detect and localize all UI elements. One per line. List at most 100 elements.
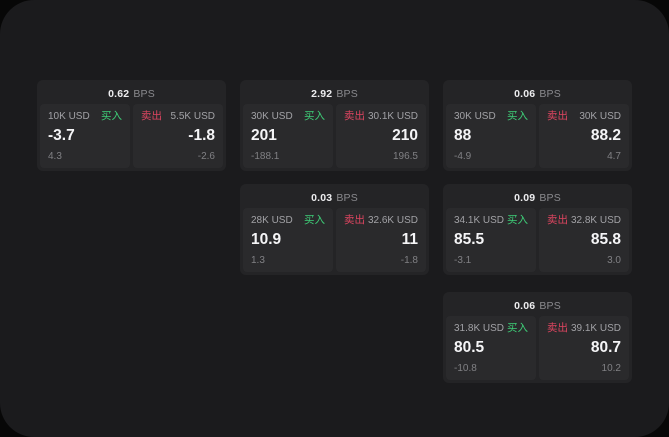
sell-amount: 30K USD	[579, 111, 621, 122]
quote-card[interactable]: 0.03 BPS 28K USD 买入 10.9 1.3 卖出 32.6K US…	[240, 184, 429, 275]
sell-delta: 3.0	[607, 255, 621, 266]
sell-top-row: 卖出 39.1K USD	[547, 322, 621, 335]
bps-unit-label: BPS	[539, 299, 561, 312]
buy-top-row: 28K USD 买入	[251, 214, 325, 227]
bps-value: 0.06	[514, 299, 536, 312]
buy-top-row: 10K USD 买入	[48, 110, 122, 123]
sell-label: 卖出	[344, 110, 365, 122]
card-header: 0.06 BPS	[446, 83, 629, 104]
bps-unit-label: BPS	[539, 87, 561, 100]
buy-amount: 34.1K USD	[454, 215, 505, 226]
bps-unit-label: BPS	[336, 191, 358, 204]
sell-top-row: 卖出 32.6K USD	[344, 214, 418, 227]
buy-delta: -4.9	[454, 151, 472, 162]
sell-price: 85.8	[590, 230, 621, 248]
buy-price: 85.5	[454, 230, 485, 248]
card-body: 28K USD 买入 10.9 1.3 卖出 32.6K USD 11 -1.8	[243, 208, 426, 272]
quote-card[interactable]: 0.09 BPS 34.1K USD 买入 85.5 -3.1 卖出 32.8K…	[443, 184, 632, 275]
bps-unit-label: BPS	[133, 87, 155, 100]
sell-delta: 196.5	[392, 151, 418, 162]
sell-label: 卖出	[547, 322, 568, 334]
card-header: 0.09 BPS	[446, 187, 629, 208]
quote-card[interactable]: 0.06 BPS 31.8K USD 买入 80.5 -10.8 卖出 39.1…	[443, 292, 632, 383]
sell-price: -1.8	[188, 126, 215, 144]
buy-price: 88	[454, 126, 472, 144]
buy-label: 买入	[507, 322, 528, 334]
buy-amount: 28K USD	[251, 215, 293, 226]
card-body: 10K USD 买入 -3.7 4.3 卖出 5.5K USD -1.8 -2.…	[40, 104, 223, 168]
sell-delta: 4.7	[607, 151, 621, 162]
card-body: 31.8K USD 买入 80.5 -10.8 卖出 39.1K USD 80.…	[446, 316, 629, 380]
sell-price: 11	[401, 230, 418, 248]
sell-label: 卖出	[547, 214, 568, 226]
buy-delta: -188.1	[251, 151, 280, 162]
sell-price: 80.7	[590, 338, 621, 356]
sell-panel[interactable]: 卖出 30K USD 88.2 4.7	[539, 104, 629, 168]
buy-price: 10.9	[251, 230, 282, 248]
quote-card[interactable]: 2.92 BPS 30K USD 买入 201 -188.1 卖出 30.1K …	[240, 80, 429, 171]
card-body: 34.1K USD 买入 85.5 -3.1 卖出 32.8K USD 85.8…	[446, 208, 629, 272]
sell-top-row: 卖出 30K USD	[547, 110, 621, 123]
buy-label: 买入	[304, 110, 325, 122]
bps-unit-label: BPS	[336, 87, 358, 100]
bps-value: 0.09	[514, 191, 536, 204]
sell-panel[interactable]: 卖出 5.5K USD -1.8 -2.6	[133, 104, 223, 168]
quote-card[interactable]: 0.06 BPS 30K USD 买入 88 -4.9 卖出 30K USD 8…	[443, 80, 632, 171]
buy-top-row: 30K USD 买入	[251, 110, 325, 123]
bps-value: 2.92	[311, 87, 333, 100]
buy-panel[interactable]: 30K USD 买入 201 -188.1	[243, 104, 333, 168]
buy-price: 80.5	[454, 338, 485, 356]
buy-panel[interactable]: 31.8K USD 买入 80.5 -10.8	[446, 316, 536, 380]
sell-amount: 32.6K USD	[367, 215, 418, 226]
sell-delta: -2.6	[197, 151, 215, 162]
sell-panel[interactable]: 卖出 30.1K USD 210 196.5	[336, 104, 426, 168]
quote-card[interactable]: 0.62 BPS 10K USD 买入 -3.7 4.3 卖出 5.5K USD…	[37, 80, 226, 171]
buy-panel[interactable]: 30K USD 买入 88 -4.9	[446, 104, 536, 168]
card-body: 30K USD 买入 201 -188.1 卖出 30.1K USD 210 1…	[243, 104, 426, 168]
bps-unit-label: BPS	[539, 191, 561, 204]
buy-amount: 10K USD	[48, 111, 90, 122]
buy-delta: 4.3	[48, 151, 62, 162]
card-header: 0.03 BPS	[243, 187, 426, 208]
sell-top-row: 卖出 5.5K USD	[141, 110, 215, 123]
buy-price: 201	[251, 126, 277, 144]
sell-panel[interactable]: 卖出 32.8K USD 85.8 3.0	[539, 208, 629, 272]
sell-top-row: 卖出 32.8K USD	[547, 214, 621, 227]
sell-delta: -1.8	[400, 255, 418, 266]
buy-label: 买入	[507, 214, 528, 226]
buy-panel[interactable]: 34.1K USD 买入 85.5 -3.1	[446, 208, 536, 272]
bps-value: 0.03	[311, 191, 333, 204]
card-body: 30K USD 买入 88 -4.9 卖出 30K USD 88.2 4.7	[446, 104, 629, 168]
buy-amount: 31.8K USD	[454, 323, 505, 334]
buy-top-row: 31.8K USD 买入	[454, 322, 528, 335]
sell-price: 210	[392, 126, 418, 144]
buy-delta: -3.1	[454, 255, 472, 266]
buy-amount: 30K USD	[454, 111, 496, 122]
sell-amount: 5.5K USD	[170, 111, 215, 122]
sell-amount: 32.8K USD	[570, 215, 621, 226]
sell-price: 88.2	[590, 126, 621, 144]
card-header: 2.92 BPS	[243, 83, 426, 104]
buy-panel[interactable]: 28K USD 买入 10.9 1.3	[243, 208, 333, 272]
buy-label: 买入	[507, 110, 528, 122]
buy-amount: 30K USD	[251, 111, 293, 122]
sell-amount: 30.1K USD	[367, 111, 418, 122]
buy-label: 买入	[304, 214, 325, 226]
buy-label: 买入	[101, 110, 122, 122]
card-header: 0.62 BPS	[40, 83, 223, 104]
sell-delta: 10.2	[601, 363, 621, 374]
sell-label: 卖出	[344, 214, 365, 226]
buy-delta: -10.8	[454, 363, 477, 374]
sell-label: 卖出	[547, 110, 568, 122]
sell-panel[interactable]: 卖出 32.6K USD 11 -1.8	[336, 208, 426, 272]
bps-value: 0.06	[514, 87, 536, 100]
sell-amount: 39.1K USD	[570, 323, 621, 334]
sell-panel[interactable]: 卖出 39.1K USD 80.7 10.2	[539, 316, 629, 380]
buy-panel[interactable]: 10K USD 买入 -3.7 4.3	[40, 104, 130, 168]
buy-top-row: 34.1K USD 买入	[454, 214, 528, 227]
card-header: 0.06 BPS	[446, 295, 629, 316]
buy-top-row: 30K USD 买入	[454, 110, 528, 123]
bps-value: 0.62	[108, 87, 130, 100]
